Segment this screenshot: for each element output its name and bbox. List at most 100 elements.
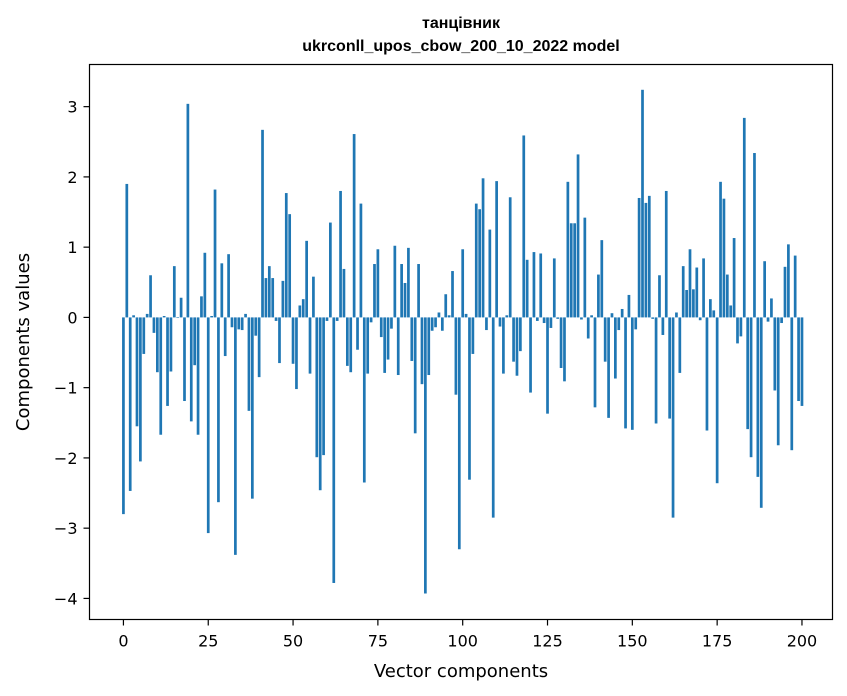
bar-2 (128, 317, 132, 491)
bar-53 (301, 299, 305, 318)
bar-159 (661, 317, 665, 335)
bar-93 (437, 312, 441, 318)
bar-164 (678, 317, 682, 373)
bar-154 (644, 202, 648, 318)
x-tick-label-75: 75 (368, 632, 388, 651)
bar-25 (206, 317, 210, 534)
bar-46 (278, 317, 281, 364)
bar-156 (651, 317, 655, 319)
bar-161 (668, 317, 671, 419)
y-tick-label--4: −4 (54, 589, 78, 608)
bar-182 (739, 317, 743, 337)
bar-43 (267, 266, 271, 318)
x-tick-label-125: 125 (532, 632, 563, 651)
bar-70 (359, 203, 363, 318)
bar-99 (457, 317, 461, 550)
bar-155 (647, 195, 651, 318)
bar-56 (312, 276, 315, 318)
bar-179 (729, 305, 733, 318)
bar-92 (434, 317, 437, 328)
bar-13 (166, 317, 169, 406)
bar-141 (600, 240, 604, 318)
bar-200 (800, 317, 804, 406)
bar-168 (692, 289, 695, 318)
bar-54 (305, 240, 308, 318)
bar-189 (763, 261, 766, 318)
bar-115 (512, 317, 515, 362)
bar-80 (393, 245, 397, 318)
bar-178 (725, 274, 729, 318)
bar-132 (569, 223, 573, 318)
bar-40 (257, 317, 261, 378)
bar-162 (671, 317, 675, 518)
bar-1 (125, 183, 129, 318)
x-tick-label-25: 25 (198, 632, 218, 651)
bar-32 (230, 317, 234, 328)
bar-22 (196, 317, 200, 435)
bar-167 (688, 249, 692, 318)
bar-131 (566, 181, 570, 318)
bar-165 (681, 266, 685, 318)
bar-177 (722, 198, 726, 318)
bar-149 (627, 294, 631, 318)
bar-148 (624, 317, 627, 429)
bar-128 (556, 317, 560, 319)
bar-0 (122, 317, 125, 515)
bar-185 (749, 317, 753, 458)
bar-110 (495, 181, 498, 318)
bar-184 (746, 317, 750, 430)
bar-136 (583, 217, 587, 318)
bar-151 (634, 317, 638, 330)
bar-193 (776, 317, 780, 446)
bar-117 (519, 317, 522, 352)
bar-171 (702, 258, 705, 318)
bar-36 (244, 313, 247, 318)
bar-195 (783, 266, 787, 318)
bar-158 (658, 275, 661, 318)
bar-39 (254, 317, 258, 336)
bar-28 (217, 317, 220, 503)
bar-50 (291, 317, 295, 364)
bar-19 (186, 103, 190, 318)
bar-94 (440, 317, 444, 331)
y-axis-label: Components values (13, 253, 34, 431)
bar-90 (427, 317, 431, 376)
bar-33 (234, 317, 237, 555)
bar-44 (271, 278, 275, 318)
bar-119 (525, 259, 529, 318)
bar-78 (386, 317, 390, 360)
x-tick-label-200: 200 (787, 632, 818, 651)
bar-134 (576, 154, 580, 318)
bar-11 (159, 317, 163, 435)
bar-170 (698, 317, 702, 321)
bar-198 (793, 255, 797, 318)
bar-59 (322, 317, 325, 456)
bar-190 (766, 317, 770, 322)
bar-106 (481, 178, 485, 318)
bar-180 (732, 238, 736, 318)
bar-7 (145, 313, 149, 318)
bar-45 (274, 317, 278, 321)
bar-120 (529, 317, 532, 393)
bar-121 (532, 252, 536, 318)
bar-24 (203, 252, 207, 318)
bar-30 (223, 317, 227, 357)
bar-163 (675, 312, 678, 318)
y-tick-label--1: −1 (54, 379, 78, 398)
bar-57 (315, 317, 319, 458)
bar-157 (654, 317, 658, 424)
bar-10 (156, 317, 159, 373)
bar-89 (424, 317, 427, 594)
bar-176 (719, 181, 722, 318)
bar-6 (142, 317, 146, 354)
bar-15 (172, 266, 176, 318)
y-tick-label--2: −2 (54, 449, 78, 468)
bar-23 (200, 296, 203, 318)
bar-37 (247, 317, 251, 411)
bar-147 (620, 308, 624, 318)
bar-21 (193, 317, 197, 366)
x-axis-label: Vector components (374, 661, 548, 682)
y-tick-label-2: 2 (67, 168, 77, 187)
bar-81 (396, 317, 400, 376)
